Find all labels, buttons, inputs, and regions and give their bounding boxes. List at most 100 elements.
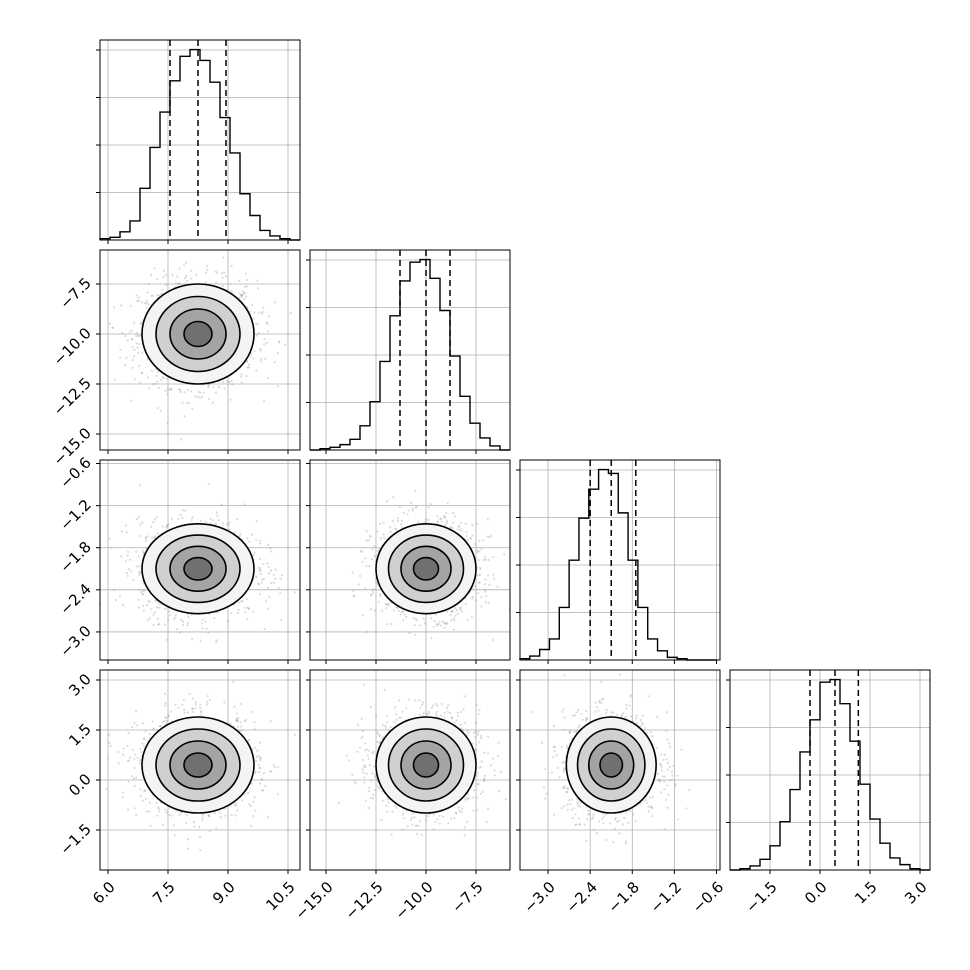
sample-point xyxy=(198,825,201,829)
sample-point xyxy=(145,306,148,310)
sample-point xyxy=(414,633,417,637)
sample-point xyxy=(152,521,155,524)
sample-point xyxy=(130,399,133,402)
sample-point xyxy=(243,292,247,295)
sample-point xyxy=(415,619,418,622)
sample-point xyxy=(165,377,168,380)
sample-point xyxy=(474,585,477,588)
sample-point xyxy=(365,530,368,533)
sample-point xyxy=(241,294,244,297)
sample-point xyxy=(370,593,373,596)
sample-point xyxy=(164,808,167,811)
sample-point xyxy=(266,322,269,325)
sample-point xyxy=(485,595,488,598)
contour-1.5sigma xyxy=(155,534,241,604)
sample-point xyxy=(377,600,380,604)
sample-point xyxy=(246,606,249,609)
sample-point xyxy=(241,295,244,298)
sample-point xyxy=(192,710,195,714)
sample-point xyxy=(150,274,153,277)
sample-point xyxy=(207,397,211,400)
sample-point xyxy=(264,600,268,603)
sample-point xyxy=(171,273,174,277)
sample-point xyxy=(477,581,480,584)
sample-point xyxy=(427,518,430,521)
sample-point xyxy=(148,801,151,804)
sample-point xyxy=(361,614,364,617)
sample-point xyxy=(220,272,223,275)
sample-point xyxy=(155,374,158,377)
sample-point xyxy=(224,275,227,278)
sample-point xyxy=(379,537,382,540)
sample-point xyxy=(163,719,166,723)
sample-point xyxy=(133,766,136,770)
sample-point xyxy=(258,569,261,572)
sample-point xyxy=(265,321,268,324)
sample-point xyxy=(253,311,256,314)
sample-point xyxy=(289,312,292,315)
sample-point xyxy=(137,351,140,354)
sample-point xyxy=(280,574,284,577)
sample-point xyxy=(379,594,382,597)
sample-point xyxy=(456,528,459,531)
sample-point xyxy=(174,614,177,617)
sample-point xyxy=(410,501,413,504)
sample-point xyxy=(259,759,262,762)
sample-point xyxy=(138,565,141,568)
sample-point xyxy=(451,521,454,524)
sample-point xyxy=(269,569,273,572)
sample-point xyxy=(153,611,156,614)
sample-point xyxy=(238,279,241,282)
sample-point xyxy=(137,515,140,518)
sample-point xyxy=(167,618,170,621)
sample-point xyxy=(263,343,266,346)
sample-point xyxy=(166,524,169,528)
sample-point xyxy=(135,724,138,727)
sample-point xyxy=(225,523,228,526)
sample-point xyxy=(163,623,166,626)
sample-point xyxy=(476,551,479,554)
sample-point xyxy=(259,569,262,572)
sample-point xyxy=(227,524,231,527)
sample-point xyxy=(159,409,162,413)
sample-point xyxy=(157,294,160,297)
sample-point xyxy=(488,583,491,587)
sample-point xyxy=(138,523,142,526)
sample-point xyxy=(235,712,238,715)
sample-point xyxy=(492,638,495,642)
sample-point xyxy=(424,520,427,524)
sample-point xyxy=(156,294,159,297)
sample-point xyxy=(247,366,250,369)
sample-point xyxy=(458,525,461,528)
sample-point xyxy=(130,570,133,573)
sample-point xyxy=(137,606,141,609)
sample-point xyxy=(145,299,148,302)
sample-point xyxy=(252,317,255,320)
sample-point xyxy=(214,391,217,394)
contour-0.5sigma xyxy=(412,556,440,581)
sample-point xyxy=(247,791,250,795)
sample-point xyxy=(246,366,249,369)
sample-point xyxy=(449,614,452,617)
sample-point xyxy=(383,536,386,540)
sample-point xyxy=(277,587,280,590)
sample-point xyxy=(186,624,189,627)
histogram-1 xyxy=(310,258,510,451)
sample-point xyxy=(261,578,264,581)
sample-point xyxy=(190,269,193,272)
sample-point xyxy=(252,814,255,818)
sample-point xyxy=(159,603,162,606)
sample-point xyxy=(95,303,97,305)
sample-point xyxy=(147,619,150,622)
sample-point xyxy=(133,321,136,324)
sample-point xyxy=(257,582,261,586)
sample-point xyxy=(233,804,236,807)
sample-point xyxy=(449,525,452,529)
sample-point xyxy=(205,271,208,274)
sample-point xyxy=(220,503,223,506)
sample-point xyxy=(240,381,243,384)
sample-point xyxy=(219,816,222,819)
sample-point xyxy=(406,513,409,516)
sample-point xyxy=(444,516,447,520)
density-fill xyxy=(413,557,439,580)
